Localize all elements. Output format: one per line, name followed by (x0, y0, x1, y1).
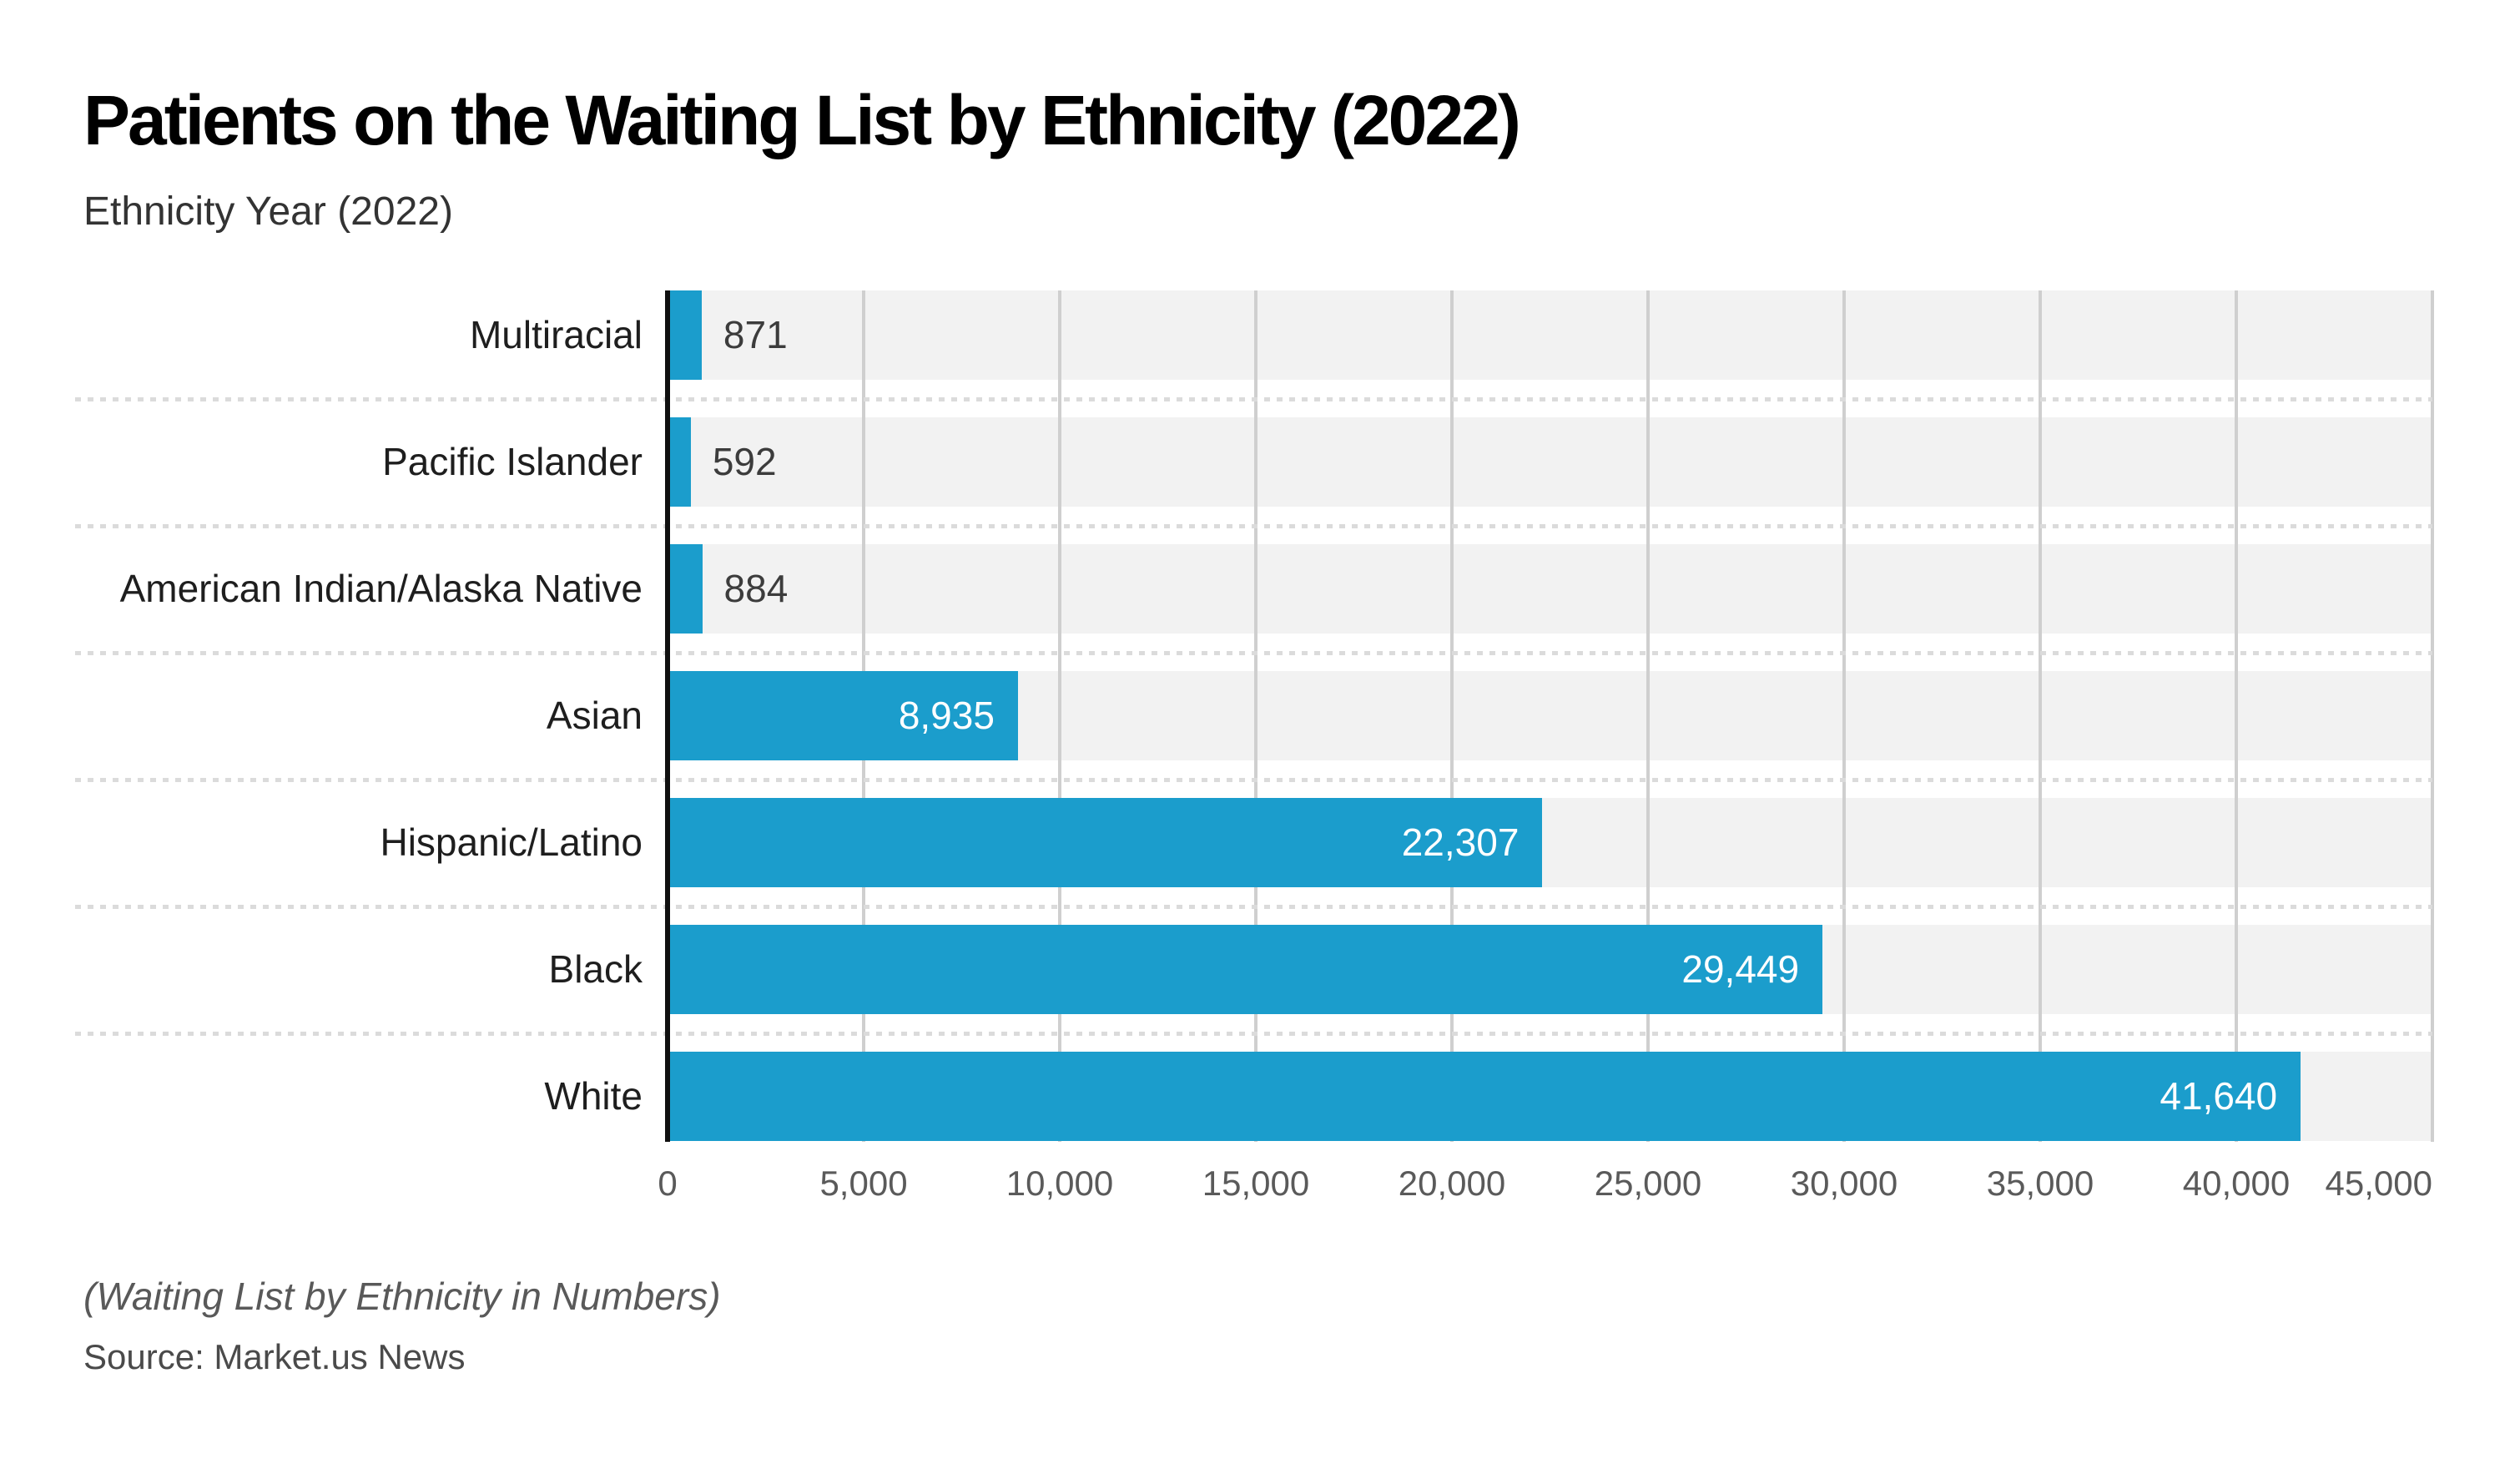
bar-american-indian-alaska-native (668, 544, 703, 634)
row-separator (75, 905, 2432, 909)
gridline-40000 (2235, 290, 2238, 1142)
x-tick-label-40000: 40,000 (2182, 1164, 2291, 1203)
category-label-black: Black (548, 947, 643, 991)
row-separator (75, 397, 2432, 401)
bar-value: 592 (712, 440, 777, 483)
chart-footnote: (Waiting List by Ethnicity in Numbers) (83, 1275, 721, 1318)
chart-subtitle: Ethnicity Year (2022) (83, 189, 453, 234)
bar-value: 22,307 (1401, 820, 1520, 864)
x-tick-label-10000: 10,000 (1005, 1164, 1114, 1203)
bar-black: 29,449 (668, 925, 1823, 1014)
x-tick-label-25000: 25,000 (1594, 1164, 1702, 1203)
category-label-white: White (544, 1074, 643, 1118)
category-label-american-indian-alaska-native: American Indian/Alaska Native (119, 567, 643, 610)
bar-value: 29,449 (1681, 947, 1800, 991)
x-tick-label-15000: 15,000 (1202, 1164, 1310, 1203)
bar-hispanic-latino: 22,307 (668, 798, 1543, 887)
bar-value: 41,640 (2160, 1074, 2278, 1118)
x-tick-label-45000: 45,000 (2325, 1164, 2432, 1203)
bar-value: 884 (723, 567, 789, 610)
row-separator (75, 778, 2432, 782)
bar-multiracial (668, 290, 702, 380)
x-tick-label-20000: 20,000 (1398, 1164, 1506, 1203)
category-label-hispanic-latino: Hispanic/Latino (380, 820, 643, 864)
chart-area: 871 592 884 8,935 22,307 29,449 41,640 Multira… (75, 290, 2434, 1142)
gridline-10000 (1058, 290, 1061, 1142)
gridline-20000 (1450, 290, 1454, 1142)
x-axis-ticks: 0 5,000 10,000 15,000 20,000 25,000 30,000 35,0… (658, 1164, 2432, 1214)
x-tick-label-30000: 30,000 (1790, 1164, 1898, 1203)
row-separator (75, 1032, 2432, 1036)
category-label-pacific-islander: Pacific Islander (382, 440, 643, 483)
chart-title: Patients on the Waiting List by Ethnicit… (83, 81, 1521, 159)
bar-pacific-islander (668, 417, 691, 507)
bar-track-multiracial (668, 290, 2432, 380)
x-tick-label-0: 0 (658, 1164, 678, 1203)
gridline-30000 (1842, 290, 1846, 1142)
bar-value: 8,935 (898, 694, 995, 737)
gridline-15000 (1254, 290, 1257, 1142)
gridline-45000 (2431, 290, 2434, 1142)
x-tick-label-5000: 5,000 (819, 1164, 908, 1203)
gridline-35000 (2039, 290, 2042, 1142)
bar-white: 41,640 (668, 1052, 2301, 1141)
bar-value: 871 (723, 313, 788, 356)
y-axis-line (665, 290, 670, 1142)
bar-track-american-indian-alaska-native (668, 544, 2432, 634)
plot-area: 871 592 884 8,935 22,307 29,449 41,640 (665, 290, 2434, 1142)
gridline-25000 (1646, 290, 1650, 1142)
category-label-asian: Asian (546, 694, 643, 737)
source-note: Source: Market.us News (83, 1337, 466, 1376)
bar-track-pacific-islander (668, 417, 2432, 507)
row-separator (75, 651, 2432, 655)
bar-asian: 8,935 (668, 671, 1018, 760)
row-separator (75, 524, 2432, 528)
category-label-multiracial: Multiracial (469, 313, 643, 356)
x-tick-label-35000: 35,000 (1986, 1164, 2094, 1203)
